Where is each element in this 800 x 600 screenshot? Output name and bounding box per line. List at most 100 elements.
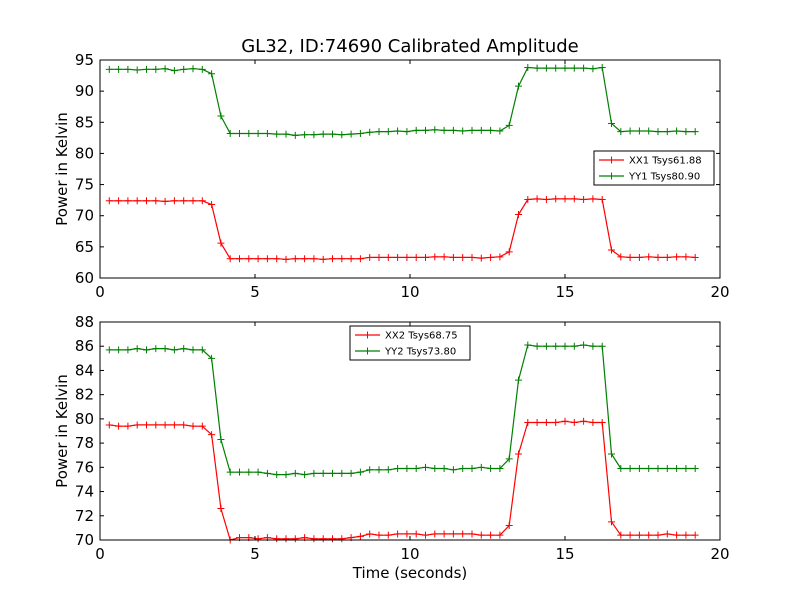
data-point [143,421,150,429]
data-point [124,65,132,73]
data-point [291,535,299,543]
legend-marker [364,347,371,355]
data-point [143,197,150,205]
data-point [301,471,309,479]
data-point [273,255,281,263]
data-point [552,64,560,72]
data-point [663,253,671,261]
data-point [617,465,625,473]
data-point [598,63,606,71]
data-point [496,127,504,135]
data-point [394,253,402,261]
data-point [598,419,606,427]
data-point [366,530,374,538]
data-point [589,342,597,350]
data-point [570,342,578,350]
data-point [524,196,532,204]
data-point [552,195,560,203]
data-point [515,450,522,458]
y-tick-label: 70 [75,531,94,549]
x-tick-label: 10 [400,283,419,301]
data-point [115,422,123,430]
legend-label: YY2 Tsys73.80 [384,347,456,358]
data-point [208,431,216,439]
legend: XX1 Tsys61.88 YY1 Tsys80.90 [593,150,715,186]
x-tick-label: 10 [400,545,419,563]
data-point [245,129,253,137]
data-point [273,130,281,138]
data-point [487,465,495,473]
data-point [217,505,225,513]
data-point [170,421,178,429]
data-point [412,465,420,473]
x-tick-label: 0 [95,545,105,563]
y-tick-label: 95 [75,51,94,69]
y-tick-label: 84 [75,361,94,379]
data-point [254,255,262,263]
data-point [496,253,504,261]
data-point [291,255,299,263]
data-point [552,419,560,427]
y-tick-label: 80 [75,144,94,162]
data-point [589,195,597,203]
data-point [515,376,522,384]
data-point [226,468,234,476]
data-point [477,531,485,539]
data-point [115,346,123,354]
data-point [133,421,141,429]
data-point [691,128,699,136]
data-point [291,131,299,139]
data-point [654,465,662,473]
data-point [310,255,318,263]
x-tick-label: 15 [555,283,574,301]
series-line [109,420,696,541]
data-point [152,345,160,353]
data-point [403,465,411,473]
data-point [338,131,346,139]
data-point [226,129,234,137]
y-tick-label: 70 [75,207,94,225]
data-point [449,126,457,134]
data-point [254,535,262,543]
data-point [505,521,513,529]
legend-marker [608,156,615,164]
data-point [626,127,634,135]
data-point [608,518,615,526]
data-point [468,465,476,473]
data-point [282,255,290,263]
data-point [626,531,634,539]
series-1 [105,417,699,544]
data-point [691,531,699,539]
data-point [431,126,439,134]
data-point [533,195,541,203]
legend: XX2 Tsys68.75 YY2 Tsys73.80 [349,325,471,361]
data-point [682,465,690,473]
data-point [598,342,606,350]
data-point [263,469,271,477]
legend-box [593,150,715,186]
data-point [291,469,299,477]
data-point [635,465,643,473]
data-point [459,465,467,473]
data-point [617,531,625,539]
data-point [161,65,169,73]
data-point [608,246,615,254]
data-point [533,342,541,350]
data-point [254,468,262,476]
y-tick-label: 86 [75,337,94,355]
data-point [347,255,355,263]
data-point [468,530,476,538]
y-tick-label: 74 [75,483,94,501]
legend-label: YY1 Tsys80.90 [628,172,700,183]
data-point [608,450,615,458]
data-point [580,417,588,425]
data-point [487,126,495,134]
data-point [682,531,690,539]
y-tick-label: 90 [75,82,94,100]
data-point [347,469,355,477]
data-point [449,253,457,261]
y-tick-label: 80 [75,410,94,428]
y-tick-label: 72 [75,507,94,525]
series-2 [105,341,699,479]
data-point [319,255,327,263]
